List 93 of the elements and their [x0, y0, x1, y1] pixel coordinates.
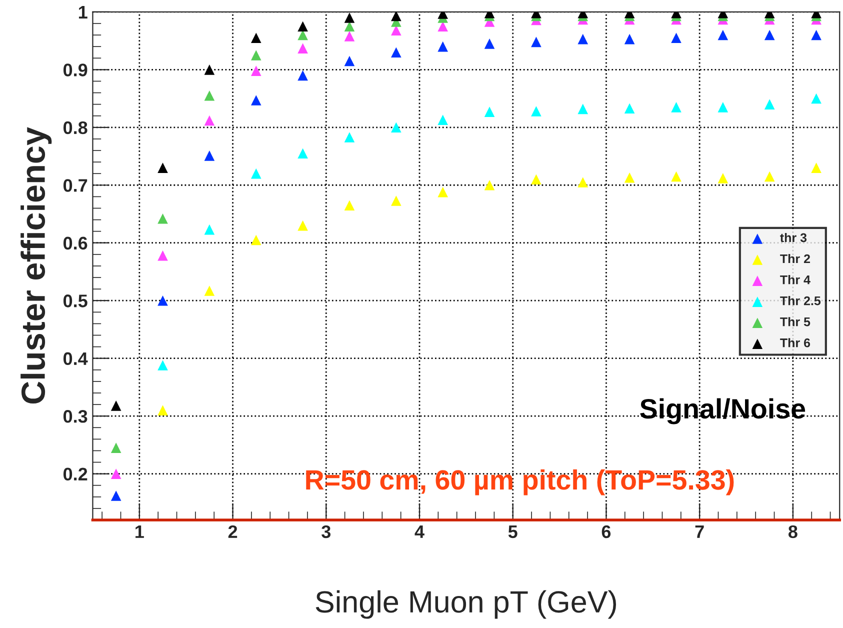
- y-tick-label: 0.6: [63, 236, 88, 250]
- point: [531, 174, 542, 185]
- annotation: R=50 cm, 60 µm pitch (ToP=5.33): [306, 469, 734, 496]
- y-axis-title: Cluster efficiency: [20, 127, 52, 404]
- point: [671, 171, 682, 182]
- point: [110, 400, 122, 411]
- point: [578, 34, 588, 44]
- point: [811, 162, 822, 173]
- point: [158, 250, 168, 261]
- point: [391, 25, 402, 36]
- x-tick-label: 8: [788, 525, 798, 538]
- point: [484, 180, 495, 190]
- point: [204, 64, 215, 75]
- x-tick-label: 6: [602, 525, 611, 538]
- legend-label: Thr 2.5: [780, 296, 821, 306]
- point: [811, 30, 822, 40]
- point: [204, 115, 215, 126]
- y-tick-label: 0.8: [63, 121, 88, 134]
- point: [764, 171, 775, 182]
- point: [484, 106, 495, 117]
- point: [484, 38, 495, 49]
- y-tick-label: 0.7: [63, 179, 88, 192]
- point: [250, 234, 262, 246]
- point: [624, 172, 635, 183]
- point: [578, 104, 588, 114]
- legend-label: Thr 5: [780, 317, 810, 326]
- point: [204, 150, 215, 161]
- point: [764, 30, 775, 40]
- point: [298, 70, 308, 81]
- point: [391, 47, 402, 58]
- point: [718, 102, 728, 112]
- point: [531, 36, 542, 48]
- legend-label: thr 3: [780, 232, 807, 242]
- point: [438, 41, 448, 52]
- y-tick-label: 0.3: [63, 410, 88, 423]
- point: [250, 32, 262, 44]
- point: [204, 90, 215, 101]
- x-tick-label: 7: [695, 526, 704, 538]
- point: [298, 220, 308, 231]
- x-tick-label: 2: [228, 525, 238, 538]
- point: [531, 106, 542, 116]
- point: [110, 468, 122, 479]
- point: [158, 162, 168, 173]
- point: [158, 213, 168, 224]
- point: [204, 286, 215, 296]
- point: [110, 490, 122, 501]
- point: [624, 34, 635, 44]
- point: [110, 442, 122, 453]
- point: [158, 405, 168, 416]
- point: [671, 32, 682, 44]
- x-axis-title: Single Muon pT (GeV): [316, 590, 616, 619]
- point: [578, 177, 588, 188]
- x-tick-label: 3: [322, 525, 331, 538]
- point: [344, 31, 355, 42]
- point: [391, 196, 402, 206]
- y-tick-label: 0.9: [63, 64, 88, 76]
- x-tick-label: 1: [136, 526, 144, 538]
- x-tick-label: 4: [414, 526, 424, 538]
- point: [344, 21, 355, 32]
- legend-label: Thr 4: [780, 275, 810, 284]
- point: [298, 43, 308, 54]
- point: [344, 56, 355, 66]
- legend-label: Thr 2: [780, 254, 810, 264]
- point: [298, 21, 308, 32]
- legend-label: Thr 6: [780, 338, 810, 348]
- point: [391, 122, 402, 133]
- point: [764, 99, 775, 110]
- x-tick-label: 5: [508, 526, 518, 538]
- point: [438, 114, 448, 126]
- point: [438, 21, 448, 32]
- point: [811, 93, 822, 104]
- point: [158, 360, 168, 370]
- y-tick-label: 0.2: [63, 468, 88, 481]
- point: [250, 95, 262, 106]
- point: [344, 200, 355, 210]
- point: [344, 132, 355, 142]
- point: [391, 12, 402, 22]
- point: [344, 12, 355, 23]
- y-tick-label: 0.4: [63, 352, 88, 366]
- y-tick-label: 1: [78, 6, 88, 18]
- point: [250, 50, 262, 60]
- point: [204, 224, 215, 235]
- point: [250, 168, 262, 179]
- point: [624, 103, 635, 114]
- point: [158, 295, 168, 306]
- y-tick-label: 0.5: [63, 294, 88, 308]
- point: [298, 148, 308, 159]
- point: [718, 30, 728, 40]
- point: [671, 102, 682, 112]
- point: [438, 186, 448, 198]
- point: [718, 173, 728, 184]
- point: [250, 66, 262, 76]
- annotation: Signal/Noise: [640, 398, 806, 424]
